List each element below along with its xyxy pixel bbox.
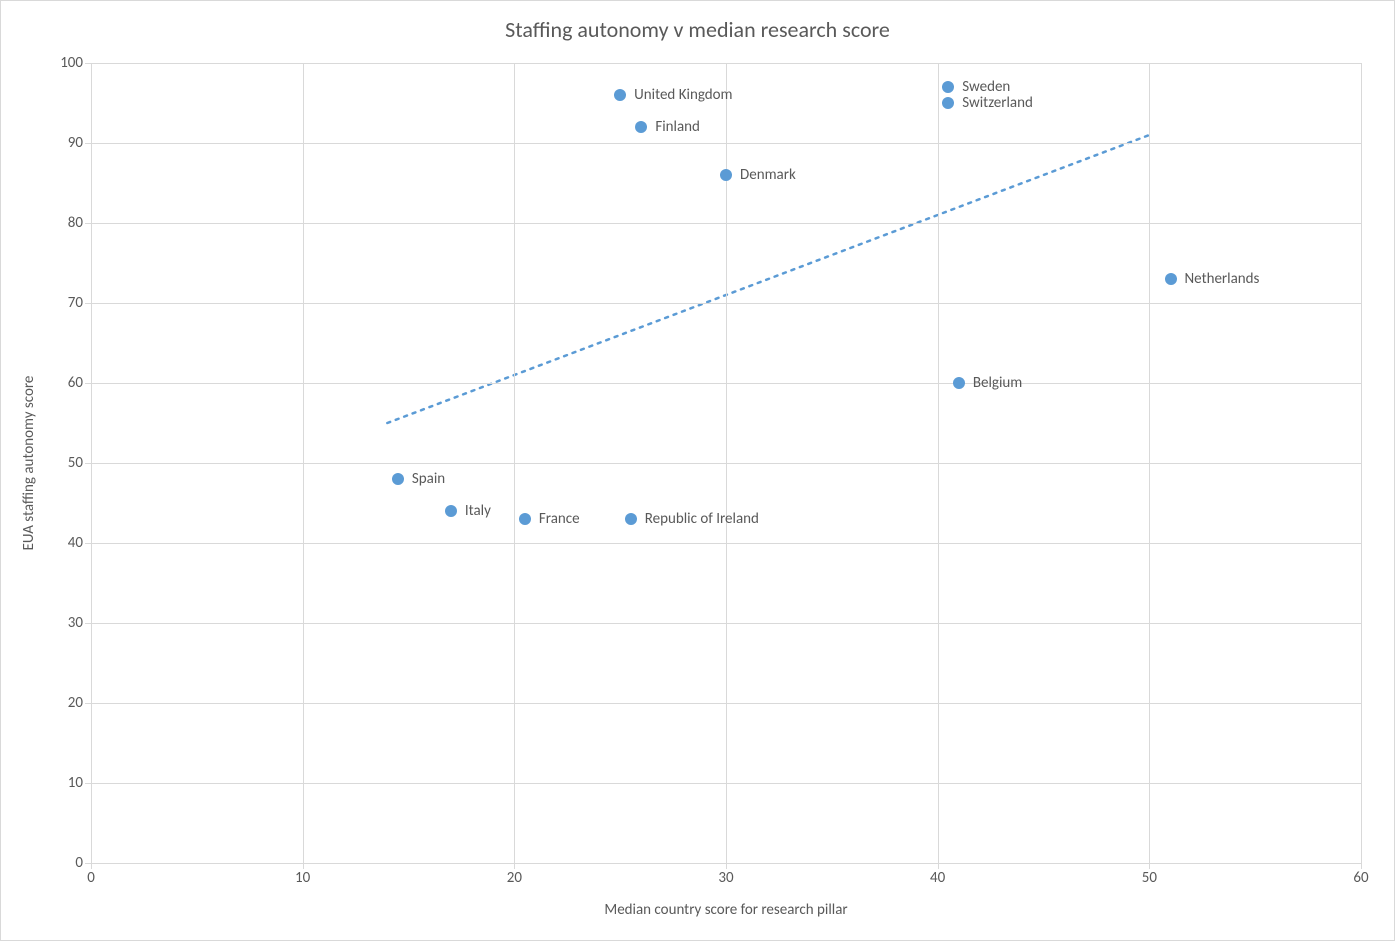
data-point (1165, 273, 1177, 285)
data-point-label: Belgium (973, 374, 1022, 392)
data-point (720, 169, 732, 181)
y-tick-label: 40 (68, 534, 91, 552)
y-tick-label: 100 (60, 54, 91, 72)
grid-h (91, 543, 1361, 544)
x-tick-label: 40 (930, 863, 945, 887)
data-point (942, 81, 954, 93)
x-tick-label: 10 (295, 863, 310, 887)
data-point (635, 121, 647, 133)
y-axis-line (91, 63, 92, 863)
grid-h (91, 63, 1361, 64)
grid-v (1361, 63, 1362, 863)
x-tick-label: 20 (507, 863, 522, 887)
y-tick-label: 30 (68, 614, 91, 632)
data-point (519, 513, 531, 525)
grid-h (91, 783, 1361, 784)
y-tick-label: 50 (68, 454, 91, 472)
data-point-label: Netherlands (1185, 270, 1260, 288)
x-tick-label: 30 (718, 863, 733, 887)
grid-h (91, 223, 1361, 224)
grid-h (91, 303, 1361, 304)
data-point-label: Italy (465, 502, 491, 520)
chart-container: Staffing autonomy v median research scor… (0, 0, 1395, 941)
y-tick-label: 90 (68, 134, 91, 152)
y-axis-title: EUA staffing autonomy score (20, 376, 38, 551)
data-point-label: Finland (655, 118, 700, 136)
data-point (953, 377, 965, 389)
data-point-label: Republic of Ireland (645, 510, 759, 528)
y-tick-label: 70 (68, 294, 91, 312)
x-tick-label: 60 (1353, 863, 1368, 887)
chart-title: Staffing autonomy v median research scor… (1, 16, 1394, 43)
data-point (614, 89, 626, 101)
data-point (625, 513, 637, 525)
data-point-label: Switzerland (962, 94, 1033, 112)
y-tick-label: 0 (75, 854, 91, 872)
data-point (392, 473, 404, 485)
y-tick-label: 10 (68, 774, 91, 792)
y-tick-label: 60 (68, 374, 91, 392)
grid-h (91, 143, 1361, 144)
y-tick-label: 20 (68, 694, 91, 712)
data-point (445, 505, 457, 517)
grid-h (91, 623, 1361, 624)
x-tick-label: 50 (1142, 863, 1157, 887)
grid-h (91, 463, 1361, 464)
x-axis-title: Median country score for research pillar (604, 901, 847, 919)
y-tick-label: 80 (68, 214, 91, 232)
grid-h (91, 703, 1361, 704)
data-point (942, 97, 954, 109)
data-point-label: United Kingdom (634, 86, 732, 104)
grid-h (91, 383, 1361, 384)
data-point-label: Denmark (740, 166, 796, 184)
data-point-label: France (539, 510, 580, 528)
x-axis-line (91, 863, 1361, 864)
plot-area: 01020304050600102030405060708090100Unite… (91, 63, 1361, 863)
data-point-label: Spain (412, 470, 445, 488)
